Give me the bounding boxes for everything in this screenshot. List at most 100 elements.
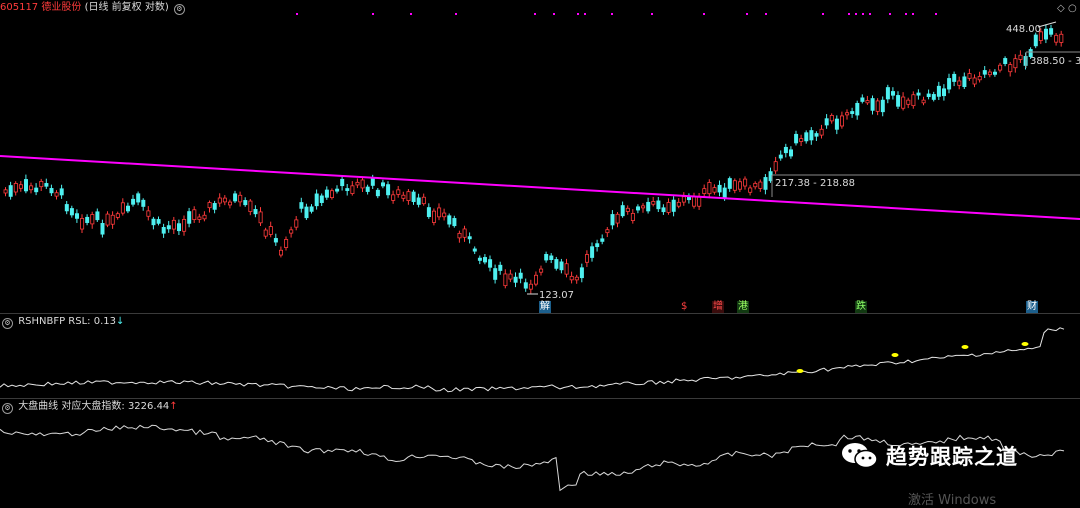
range-high-label: 388.50 - 38: [1030, 56, 1080, 67]
candle-body: [212, 203, 217, 210]
candle-body: [151, 218, 156, 226]
market-header: ⚙ 大盘曲线 对应大盘指数: 3226.44↑: [0, 400, 178, 414]
price-low-label: 123.07: [539, 290, 574, 301]
candle-body: [1028, 49, 1033, 58]
candle-body: [702, 188, 707, 194]
candle-body: [738, 181, 743, 190]
candle-body: [615, 213, 620, 224]
candle-body: [559, 261, 564, 271]
candle-body: [375, 189, 380, 197]
candle-body: [44, 183, 49, 187]
candle-body: [493, 268, 498, 280]
rsl-header: ⚙ RSHNBFP RSL: 0.13↓: [0, 315, 124, 329]
signal-dot: [410, 13, 412, 15]
candle-body: [625, 207, 630, 212]
candle-body: [840, 115, 845, 127]
candle-body: [600, 238, 605, 242]
candle-body: [834, 118, 839, 130]
candle-body: [809, 130, 814, 141]
candle-body: [987, 71, 992, 76]
candle-body: [299, 202, 304, 209]
candle-body: [605, 229, 610, 234]
candle-body: [921, 99, 926, 104]
rsl-marker: [1021, 342, 1029, 346]
candle-body: [544, 254, 549, 261]
candle-body: [64, 204, 69, 212]
market-panel[interactable]: ⚙ 大盘曲线 对应大盘指数: 3226.44↑: [0, 399, 1080, 502]
candle-body: [411, 191, 416, 203]
candle-body: [59, 188, 64, 196]
rsl-panel[interactable]: ⚙ RSHNBFP RSL: 0.13↓: [0, 314, 1080, 398]
settings-icon[interactable]: ⚙: [2, 318, 13, 329]
event-tag-s[interactable]: $: [681, 301, 688, 312]
candle-body: [896, 95, 901, 107]
candle-body: [778, 154, 783, 159]
kline-chart[interactable]: 448.00 388.50 - 38 217.38 - 218.88 123.0…: [0, 0, 1080, 314]
kline-panel[interactable]: 605117 德业股份 (日线 前复权 对数) ⚙ 448.00 388.50 …: [0, 0, 1080, 314]
candle-body: [692, 196, 697, 207]
signal-dot: [746, 13, 748, 15]
circle-icon[interactable]: ○: [1068, 3, 1077, 14]
candle-body: [947, 78, 952, 90]
candle-body: [39, 180, 44, 188]
candle-body: [880, 99, 885, 113]
candle-body: [707, 182, 712, 195]
candle-body: [238, 194, 243, 203]
signal-dot: [935, 13, 937, 15]
rsl-title[interactable]: RSHNBFP RSL:: [18, 316, 91, 327]
stock-name[interactable]: 德业股份: [41, 2, 82, 13]
rsl-chart[interactable]: [0, 314, 1080, 398]
event-tag-jie[interactable]: 解: [539, 301, 551, 313]
market-title[interactable]: 大盘曲线: [18, 401, 59, 412]
candle-body: [401, 194, 406, 199]
candle-body: [564, 263, 569, 275]
candle-body: [416, 197, 421, 205]
rsl-marker: [796, 369, 804, 373]
candle-body: [457, 232, 462, 239]
candle-body: [1038, 31, 1043, 41]
candle-body: [579, 267, 584, 279]
candle-body: [309, 206, 314, 212]
event-tag-cai[interactable]: 财: [1026, 301, 1038, 313]
candle-body: [590, 246, 595, 258]
candle-body: [80, 218, 85, 230]
panel-divider[interactable]: [0, 313, 1080, 314]
event-tag-gang[interactable]: 港: [737, 301, 749, 313]
settings-icon[interactable]: ⚙: [2, 403, 13, 414]
candle-body: [488, 259, 493, 268]
diamond-icon[interactable]: ◇: [1057, 3, 1065, 14]
kline-header: 605117 德业股份 (日线 前复权 对数) ⚙: [0, 1, 187, 15]
candle-body: [860, 97, 865, 102]
candle-body: [217, 197, 222, 204]
candle-body: [712, 187, 717, 193]
candle-body: [870, 98, 875, 111]
candle-body: [294, 219, 299, 228]
candle-body: [539, 268, 544, 273]
candle-body: [324, 189, 329, 198]
wechat-icon: [842, 443, 878, 469]
event-tag-die[interactable]: 跌: [855, 301, 867, 313]
candle-body: [222, 197, 227, 203]
candle-body: [360, 179, 365, 189]
candle-body: [329, 190, 334, 199]
candle-body: [794, 133, 799, 144]
market-chart[interactable]: [0, 399, 1080, 502]
candle-body: [758, 181, 763, 189]
activate-windows-text: 激活 Windows: [908, 493, 997, 508]
candle-body: [406, 191, 411, 201]
candle-body: [534, 274, 539, 285]
candle-body: [131, 198, 136, 205]
period-label[interactable]: (日线 前复权 对数): [84, 2, 169, 13]
candle-body: [126, 205, 131, 212]
settings-icon[interactable]: ⚙: [173, 4, 185, 15]
candle-body: [513, 276, 518, 283]
panel-divider[interactable]: [0, 398, 1080, 399]
candle-body: [13, 183, 18, 193]
signal-dot: [584, 13, 586, 15]
candle-body: [319, 195, 324, 203]
event-tag-zeng[interactable]: 增: [712, 301, 724, 313]
candle-body: [350, 185, 355, 194]
signal-dot: [855, 13, 857, 15]
candle-body: [641, 205, 646, 209]
candle-body: [1054, 34, 1059, 43]
